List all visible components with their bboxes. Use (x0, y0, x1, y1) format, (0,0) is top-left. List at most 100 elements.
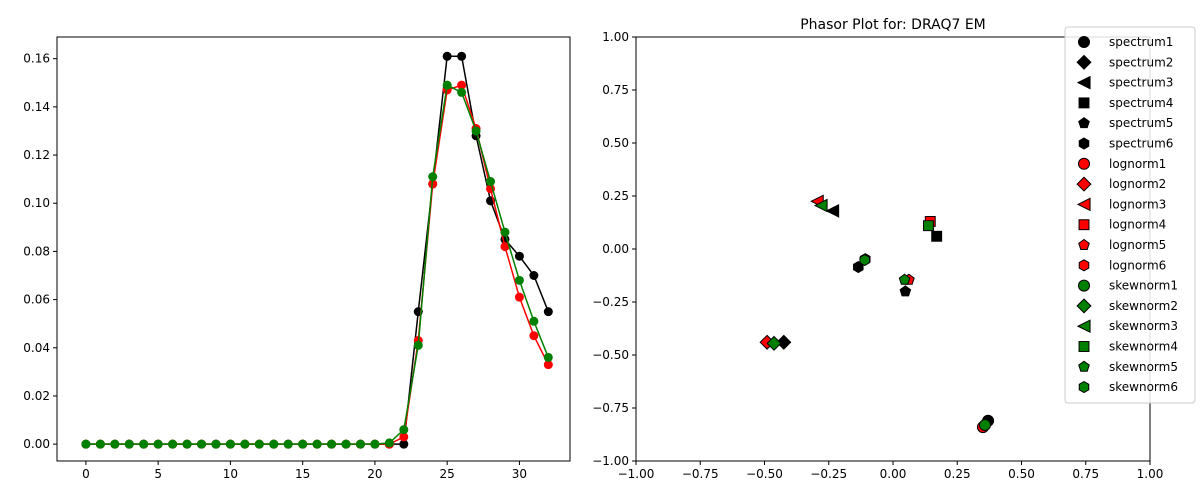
line-chart: 0 5 10 15 20 25 30 0.00 0.02 0.04 0.06 0.08 0.10 0.1… (23, 36, 571, 481)
legend-entry-skewnorm3: skewnorm3 (1076, 319, 1178, 333)
legend-label: lognorm5 (1109, 238, 1166, 252)
legend-marker (1076, 197, 1091, 212)
data-point (514, 251, 524, 261)
legend-entry-skewnorm5: skewnorm5 (1078, 360, 1178, 374)
data-point (486, 177, 496, 187)
scatter-point (776, 334, 792, 350)
legend-box (1064, 26, 1196, 404)
scatter-point (931, 230, 943, 242)
data-point (168, 439, 178, 449)
y-tick-label: 0.08 (23, 244, 50, 258)
data-point (327, 439, 337, 449)
data-point (384, 438, 394, 448)
legend-marker (1076, 298, 1092, 314)
x-tick-label: −1.00 (618, 467, 655, 481)
y-tick-label: 0.50 (602, 136, 629, 150)
legend-entry-spectrum3: spectrum3 (1076, 75, 1173, 90)
x-tick-label: 20 (367, 467, 382, 481)
scatter-series-skewnorm6 (859, 253, 870, 267)
phasor-chart-title: Phasor Plot for: DRAQ7 EM (800, 17, 986, 33)
legend-marker (1078, 279, 1090, 292)
y-tick-label: −1.00 (592, 454, 629, 468)
legend-label: spectrum6 (1109, 137, 1173, 151)
scatter-series-skewnorm2 (766, 335, 782, 351)
data-point (543, 307, 553, 317)
scatter-point (979, 418, 992, 431)
legend-entry-lognorm6: lognorm6 (1078, 258, 1166, 272)
scatter-point (766, 335, 782, 351)
legend-entry-skewnorm6: skewnorm6 (1078, 380, 1178, 394)
phasor-chart-x-ticks: −1.00 −0.75 −0.50 −0.25 0.00 0.25 0.50 0.75 1.00 (618, 461, 1163, 481)
legend-marker (1076, 75, 1091, 90)
y-tick-label: 0.06 (23, 293, 50, 307)
phasor-chart-y-ticks: −1.00 −0.75 −0.50 −0.25 0.00 0.25 0.50 0.75 1.00 (592, 30, 636, 468)
phasor-chart-marks (759, 194, 995, 434)
legend-entry-skewnorm1: skewnorm1 (1078, 279, 1178, 293)
data-point (442, 51, 452, 61)
line-chart-marks (81, 51, 553, 449)
data-point (457, 51, 467, 61)
x-tick-label: −0.50 (746, 467, 783, 481)
legend-marker (1078, 360, 1090, 372)
data-point (471, 126, 481, 136)
data-point (153, 439, 163, 449)
data-point (254, 439, 264, 449)
legend-marker (1078, 97, 1090, 109)
line-chart-x-ticks: 0 5 10 15 20 25 30 (82, 461, 527, 481)
data-point (110, 439, 120, 449)
data-point (312, 439, 322, 449)
y-tick-label: 1.00 (602, 30, 629, 44)
legend-label: lognorm1 (1109, 157, 1166, 171)
y-tick-label: −0.75 (592, 401, 629, 415)
y-tick-label: 0.75 (602, 83, 629, 97)
legend-label: lognorm4 (1109, 218, 1166, 232)
phasor-chart: Phasor Plot for: DRAQ7 EM −1.00 −0.75 −0.5… (592, 17, 1196, 481)
legend-label: skewnorm4 (1109, 340, 1178, 354)
legend-marker (1078, 219, 1090, 231)
legend-entry-lognorm3: lognorm3 (1076, 197, 1166, 212)
scatter-series-spectrum4 (931, 230, 943, 242)
data-point (457, 80, 467, 90)
y-tick-label: 0.00 (23, 437, 50, 451)
legend-marker (1078, 137, 1090, 150)
legend-marker (1078, 341, 1090, 352)
scatter-series-skewnorm1 (979, 418, 992, 431)
legend-entry-lognorm5: lognorm5 (1078, 238, 1166, 252)
x-tick-label: 0 (82, 467, 90, 481)
legend-label: lognorm2 (1109, 177, 1166, 191)
scatter-point (898, 273, 911, 285)
data-point (514, 292, 524, 302)
legend-items: spectrum1 spectrum2 spectrum3 spectrum4 spec… (1076, 35, 1178, 394)
scatter-point (825, 203, 840, 218)
data-point (124, 439, 134, 449)
legend-label: spectrum4 (1109, 96, 1173, 110)
data-point (399, 425, 409, 435)
scatter-series-skewnorm4 (923, 220, 934, 232)
data-point (399, 439, 409, 449)
data-point (211, 439, 221, 449)
data-point (240, 439, 250, 449)
legend-label: skewnorm6 (1109, 380, 1178, 394)
y-tick-label: 0.02 (23, 389, 50, 403)
scatter-series-spectrum2 (776, 334, 792, 350)
legend-label: lognorm3 (1109, 197, 1166, 211)
legend-entry-skewnorm4: skewnorm4 (1078, 340, 1178, 354)
data-point (182, 439, 192, 449)
data-point (442, 80, 452, 90)
legend-marker (1078, 117, 1090, 129)
line-chart-frame (56, 36, 571, 462)
scatter-series-skewnorm5 (898, 273, 911, 285)
legend-marker (1078, 259, 1090, 272)
data-point (500, 242, 510, 252)
legend-marker (1076, 176, 1092, 192)
data-point (413, 340, 423, 350)
legend-entry-lognorm1: lognorm1 (1078, 157, 1166, 171)
y-tick-label: 0.14 (23, 100, 50, 114)
data-point (341, 439, 351, 449)
legend-marker (1076, 54, 1092, 70)
x-tick-label: 15 (295, 467, 310, 481)
data-point (269, 439, 279, 449)
legend-label: spectrum1 (1109, 35, 1173, 49)
